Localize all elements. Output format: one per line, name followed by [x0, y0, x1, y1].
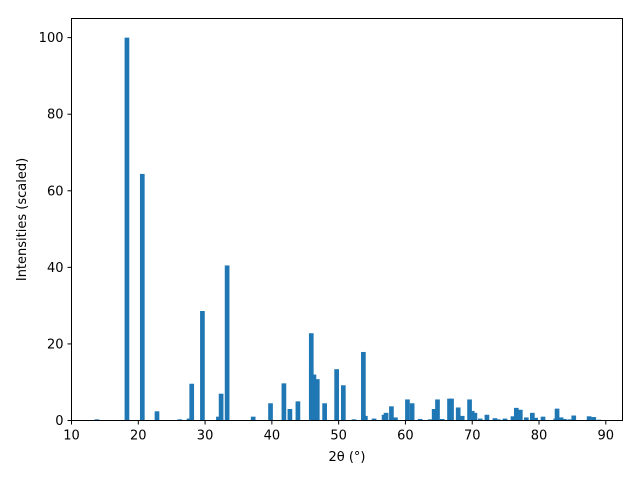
x-tick-label: 70 — [464, 429, 481, 444]
bar — [281, 383, 287, 421]
bar — [571, 415, 577, 421]
bar — [449, 398, 454, 421]
y-tick-label: 0 — [55, 414, 63, 429]
x-axis-ticks: 10 20 30 40 50 60 70 80 90 — [63, 420, 615, 444]
y-tick-label: 40 — [47, 261, 64, 276]
bar — [431, 409, 437, 421]
bar — [250, 416, 256, 421]
bar — [586, 416, 592, 421]
x-tick-label: 90 — [598, 429, 615, 444]
y-tick-label: 80 — [47, 108, 64, 123]
bar — [523, 417, 529, 421]
bar — [455, 407, 461, 421]
bar — [340, 385, 346, 421]
bar — [513, 407, 519, 421]
x-tick-label: 40 — [264, 429, 281, 444]
bar — [189, 383, 195, 421]
bar — [540, 416, 546, 421]
bar — [495, 419, 501, 421]
bars-group — [94, 37, 602, 421]
y-tick-label: 60 — [47, 184, 64, 199]
bar — [439, 418, 445, 421]
bar — [409, 403, 415, 421]
bar — [94, 419, 100, 421]
y-tick-label: 100 — [39, 31, 64, 46]
x-tick-label: 30 — [197, 429, 214, 444]
bar — [469, 410, 475, 421]
bar — [361, 351, 366, 421]
bar — [124, 37, 130, 421]
bar — [477, 418, 483, 421]
x-tick-label: 50 — [330, 429, 347, 444]
x-tick-label: 20 — [130, 429, 147, 444]
bar — [308, 333, 314, 421]
bar — [216, 416, 221, 421]
bar — [363, 415, 368, 421]
x-tick-label: 10 — [63, 429, 80, 444]
bar — [562, 418, 567, 421]
bar — [334, 369, 339, 421]
bar — [472, 412, 478, 421]
bar — [383, 412, 389, 421]
bar — [417, 418, 423, 421]
bar — [530, 412, 535, 421]
bar — [139, 173, 145, 421]
bar — [224, 265, 230, 421]
bar — [268, 403, 273, 421]
bar — [393, 417, 398, 421]
bar — [492, 418, 498, 421]
bar — [558, 417, 564, 421]
bar — [322, 403, 327, 421]
bar — [186, 418, 192, 421]
bar — [295, 401, 301, 421]
bar — [371, 418, 377, 421]
y-axis-label: Intensities (scaled) — [15, 158, 30, 281]
bar — [554, 408, 560, 421]
bar — [218, 393, 224, 421]
bar — [389, 406, 394, 421]
bar — [177, 419, 183, 421]
bar — [154, 411, 160, 421]
bar — [567, 419, 573, 421]
bar — [314, 379, 320, 421]
y-axis-ticks: 0 20 40 60 80 100 — [39, 31, 72, 429]
bar — [200, 311, 205, 421]
x-tick-label: 60 — [397, 429, 414, 444]
bar — [517, 409, 523, 421]
bar — [467, 399, 472, 421]
y-tick-label: 20 — [47, 337, 64, 352]
bar — [510, 416, 516, 421]
bar — [427, 419, 433, 421]
bar — [405, 399, 410, 421]
bar — [484, 414, 490, 421]
bar — [435, 399, 440, 421]
bar — [311, 374, 317, 421]
plot-frame — [71, 18, 623, 421]
x-tick-label: 80 — [531, 429, 548, 444]
bar — [533, 417, 539, 421]
bar — [502, 418, 508, 421]
x-axis-label: 2θ (°) — [328, 450, 365, 465]
bar — [351, 419, 357, 421]
bar — [287, 409, 293, 421]
bar — [459, 415, 465, 421]
bar — [591, 417, 597, 421]
